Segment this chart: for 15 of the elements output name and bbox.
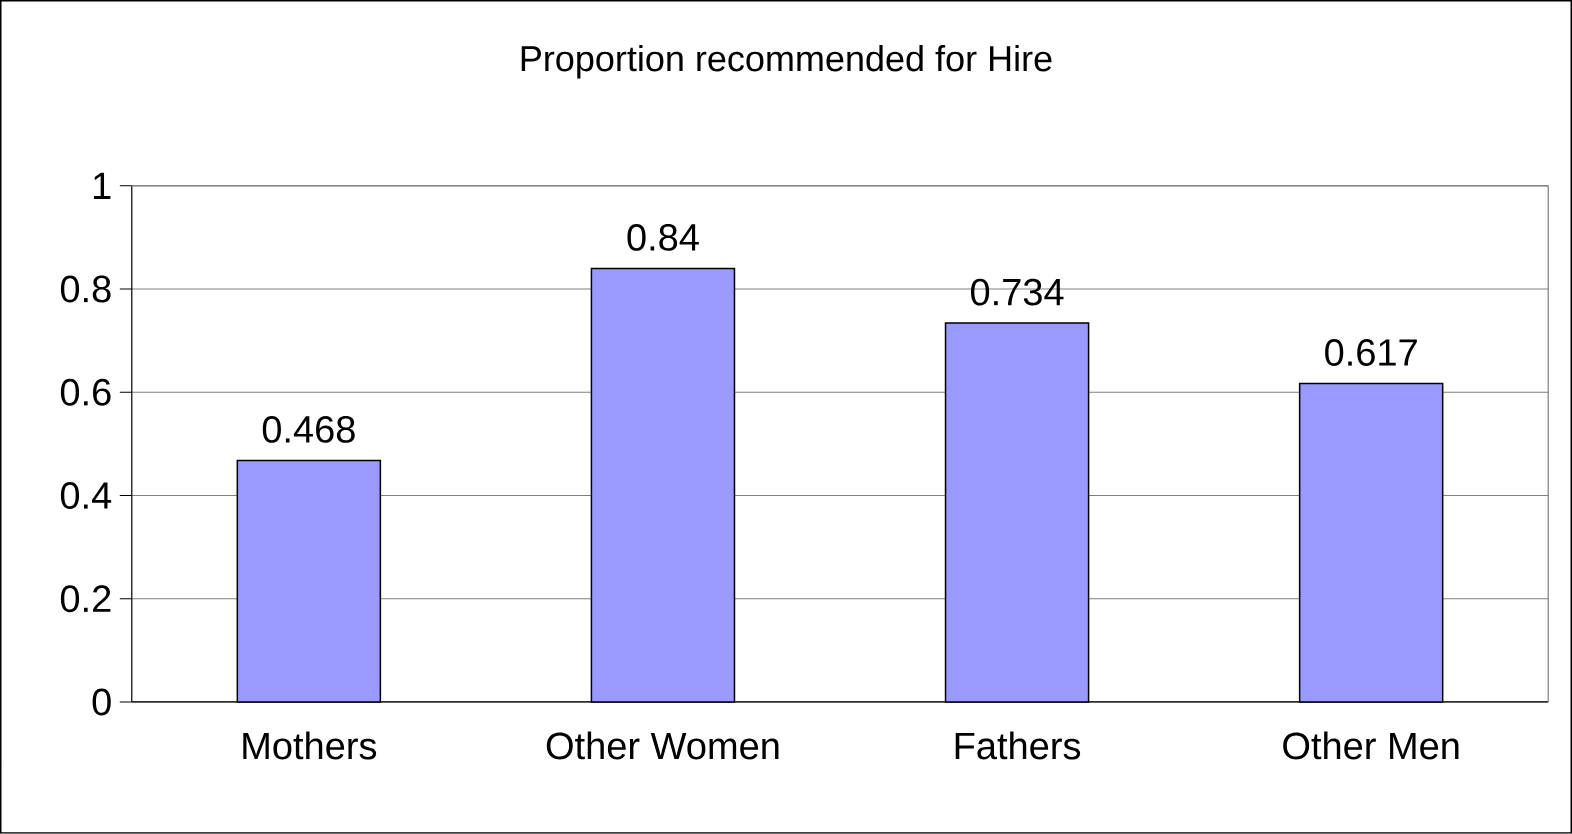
chart-title: Proportion recommended for Hire bbox=[521, 45, 1052, 79]
x-tick-label: Other Women bbox=[546, 731, 779, 760]
y-tick-label: 0 bbox=[92, 688, 111, 716]
x-tick-label: Other Men bbox=[1283, 731, 1459, 760]
data-label: 0.734 bbox=[970, 278, 1064, 306]
data-label: 0.84 bbox=[627, 224, 699, 251]
x-tick-label: Mothers bbox=[243, 731, 377, 760]
y-tick-label: 0.2 bbox=[60, 585, 111, 613]
data-label: 0.468 bbox=[262, 416, 355, 443]
y-tick-label: 0.4 bbox=[60, 482, 112, 510]
y-tick-label: 1 bbox=[94, 172, 111, 199]
y-tick-label: 0.6 bbox=[60, 378, 111, 406]
x-tick-label: Fathers bbox=[955, 731, 1081, 760]
data-label: 0.617 bbox=[1325, 339, 1417, 367]
y-tick-label: 0.8 bbox=[60, 275, 111, 303]
